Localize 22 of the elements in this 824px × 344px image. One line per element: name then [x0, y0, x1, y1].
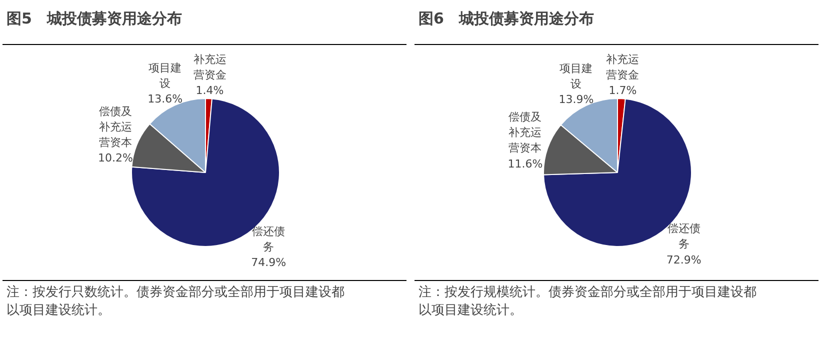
text: 以项目建设统计。: [418, 303, 522, 318]
text: 注：按发行只数统计。债券资金部分或全部用于项目建设都: [6, 285, 344, 300]
chart-title: 图5 城投债募资用途分布: [6, 10, 182, 28]
slice-label: 项目建设: [560, 62, 593, 90]
data-label: 10.2%: [98, 152, 133, 165]
slice-label: 偿还债务: [667, 222, 700, 251]
text: 以项目建设统计。: [6, 303, 110, 318]
data-label: 1.7%: [608, 84, 637, 98]
data-label: 72.9%: [666, 253, 702, 266]
slice-label: 项目建设: [148, 61, 182, 90]
data-label: 74.9%: [251, 256, 286, 270]
slice-label: 偿还债务: [252, 224, 286, 254]
data-label: 11.6%: [508, 157, 543, 170]
slice-label: 偿债及补充运营资本: [508, 110, 542, 155]
data-label: 13.9%: [558, 93, 594, 106]
slice-label: 补充运营资金: [193, 52, 226, 82]
slice-label: 偿债及补充运营资本: [98, 104, 132, 150]
text: 注：按发行规模统计。债券资金部分或全部用于项目建设都: [418, 285, 756, 300]
data-label: 1.4%: [196, 84, 224, 98]
data-label: 13.6%: [148, 92, 183, 106]
chart-title: 图6 城投债募资用途分布: [418, 10, 594, 28]
slice-label: 补充运营资金: [606, 52, 640, 82]
